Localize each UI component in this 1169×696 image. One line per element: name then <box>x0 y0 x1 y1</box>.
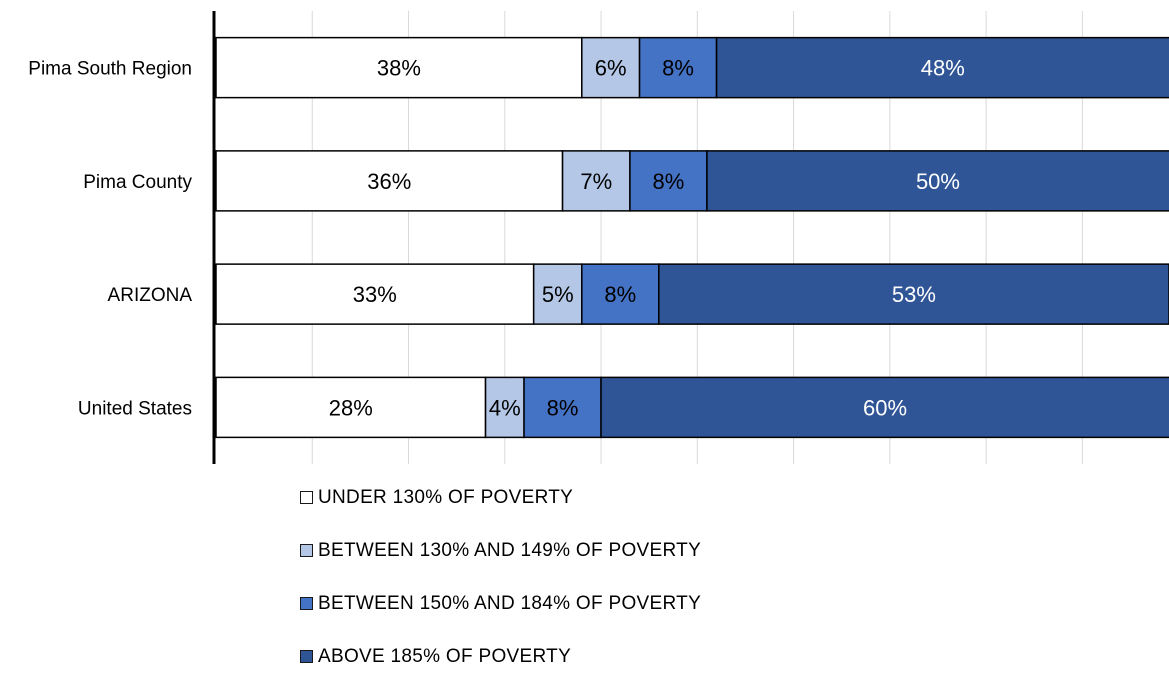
bar-segment <box>561 150 631 212</box>
category-label: Pima South Region <box>28 59 192 80</box>
data-label: 5% <box>542 282 574 307</box>
data-label: 53% <box>892 282 936 307</box>
data-label: 6% <box>595 56 627 81</box>
legend-label: BETWEEN 150% AND 184% OF POVERTY <box>318 592 702 614</box>
legend-item: UNDER 130% OF POVERTY <box>300 484 701 511</box>
category-labels: Pima South Region Pima County ARIZONA Un… <box>28 59 192 420</box>
bar-segment <box>215 150 564 212</box>
bar-segment <box>532 263 583 325</box>
legend-item: ABOVE 185% OF POVERTY <box>300 643 701 670</box>
data-label: 7% <box>580 169 612 194</box>
data-label: 33% <box>353 282 397 307</box>
legend-swatch <box>300 491 313 504</box>
bar-segment <box>629 150 708 212</box>
bar-segment <box>523 376 602 439</box>
bar-segment <box>484 376 525 439</box>
bar-segment <box>658 263 1169 325</box>
bar-segment <box>581 263 660 325</box>
legend-item: BETWEEN 130% AND 149% OF POVERTY <box>300 537 701 564</box>
legend-swatch <box>300 597 313 610</box>
data-label: 28% <box>329 395 373 420</box>
data-label: 4% <box>489 395 521 420</box>
data-label: 8% <box>662 56 694 81</box>
legend-label: ABOVE 185% OF POVERTY <box>318 645 572 667</box>
stacked-bar-chart: 38% 6% 8% 48% 36% 7% 8% 50% 33% 5% 8% 53% 28% 4% 8% 60%… <box>28 11 1169 464</box>
legend-label: BETWEEN 130% AND 149% OF POVERTY <box>318 539 702 561</box>
category-label: United States <box>78 398 192 419</box>
legend-swatch <box>300 650 313 663</box>
bar-segment <box>706 150 1169 212</box>
data-label: 50% <box>916 169 960 194</box>
legend-label: UNDER 130% OF POVERTY <box>318 486 574 508</box>
data-label: 8% <box>604 282 636 307</box>
bars: 38% 6% 8% 48% 36% 7% 8% 50% 33% 5% 8% 53% 28% 4% 8% 60% <box>215 36 1169 439</box>
data-label: 36% <box>367 169 411 194</box>
bar-segment <box>215 263 535 325</box>
bar-segment <box>600 376 1169 439</box>
bar-segment <box>215 376 487 439</box>
bar-segment <box>581 36 641 99</box>
data-label: 8% <box>547 395 579 420</box>
category-label: Pima County <box>83 172 192 193</box>
category-label: ARIZONA <box>108 285 193 306</box>
data-label: 60% <box>863 395 907 420</box>
legend-item: BETWEEN 150% AND 184% OF POVERTY <box>300 590 701 617</box>
bar-segment <box>715 36 1169 99</box>
bar-segment <box>638 36 718 99</box>
data-label: 48% <box>921 56 965 81</box>
data-label: 8% <box>653 169 685 194</box>
legend-swatch <box>300 544 313 557</box>
legend: UNDER 130% OF POVERTY BETWEEN 130% AND 1… <box>300 484 701 696</box>
data-label: 38% <box>377 56 421 81</box>
